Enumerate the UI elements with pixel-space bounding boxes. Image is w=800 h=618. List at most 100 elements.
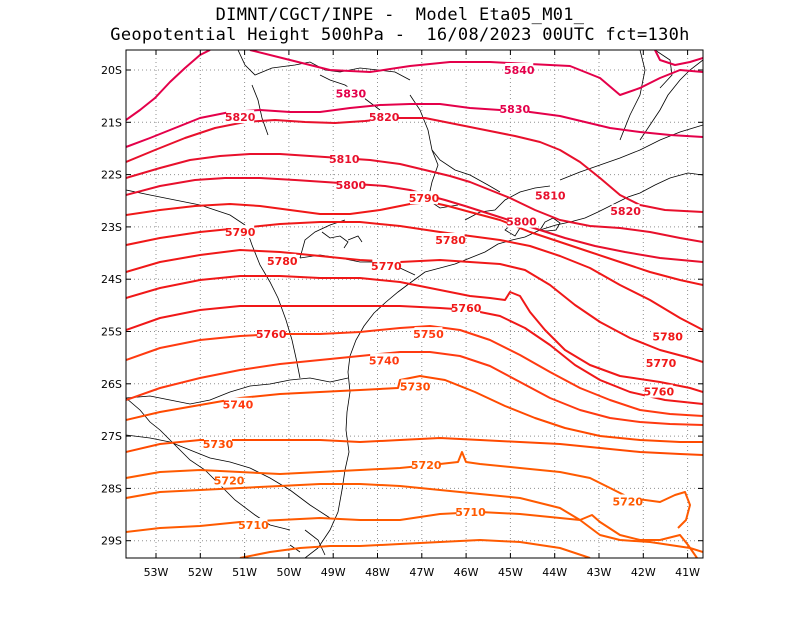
lon-label: 51W xyxy=(232,566,257,579)
contour-label-bg xyxy=(226,110,255,124)
contour-label-bg xyxy=(647,355,676,369)
contour-line xyxy=(126,275,703,393)
contour-label: 5800 xyxy=(506,216,537,229)
contour-label: 5740 xyxy=(223,399,254,412)
coast-border-line xyxy=(654,50,673,89)
contour-label: 5760 xyxy=(256,328,287,341)
coast-border-line xyxy=(126,434,331,519)
lat-label: 26S xyxy=(101,378,122,391)
contour-label-bg xyxy=(223,397,252,411)
lon-label: 53W xyxy=(144,566,169,579)
contour-label-bg xyxy=(268,253,297,267)
contour-line xyxy=(239,539,591,558)
contour-label-bg xyxy=(410,191,439,205)
contour-label: 5790 xyxy=(225,226,256,239)
contour-label-bg xyxy=(372,259,401,273)
contour-label-bg xyxy=(644,384,673,398)
coast-border-line xyxy=(126,397,291,531)
contour-label: 5820 xyxy=(225,111,256,124)
contour-label: 5720 xyxy=(411,459,442,472)
contour-label: 5720 xyxy=(214,475,245,488)
contour-label-bg xyxy=(611,204,640,218)
lon-label: 45W xyxy=(498,566,523,579)
lat-label: 20S xyxy=(101,64,122,77)
contour-label: 5730 xyxy=(203,438,234,451)
contour-line xyxy=(126,351,703,426)
contour-label-bg xyxy=(412,457,441,471)
coast-border-line xyxy=(427,149,459,209)
contour-label-bg xyxy=(500,102,529,116)
plot-area xyxy=(126,50,703,558)
lat-lon-grid xyxy=(126,50,703,558)
contour-label-bg xyxy=(257,327,286,341)
contour-label-bg xyxy=(239,518,268,532)
contour-label: 5780 xyxy=(435,234,466,247)
contour-label-bg xyxy=(414,327,443,341)
contour-label-bg xyxy=(507,214,536,228)
lat-label: 28S xyxy=(101,482,122,495)
lat-label: 22S xyxy=(101,169,122,182)
lon-label: 52W xyxy=(188,566,213,579)
contour-label: 5740 xyxy=(369,354,400,367)
contour-label-bg xyxy=(370,353,399,367)
map-title-line1: DIMNT/CGCT/INPE - Model Eta05_M01_ xyxy=(215,5,585,25)
lon-label: 50W xyxy=(276,566,301,579)
coast-border-line xyxy=(409,94,501,193)
lat-label: 23S xyxy=(101,221,122,234)
contour-label-bg xyxy=(436,232,465,246)
contour-line xyxy=(126,117,703,213)
contour-label-bg xyxy=(330,151,359,165)
contour-line xyxy=(126,451,691,529)
contour-label-bg xyxy=(336,178,365,192)
contour-line xyxy=(126,483,703,553)
lon-label: 47W xyxy=(409,566,434,579)
contour-label: 5810 xyxy=(329,153,360,166)
contour-label: 5710 xyxy=(238,519,269,532)
coast-border-line xyxy=(319,74,381,111)
contour-label-bg xyxy=(505,63,534,76)
contour-label-bg xyxy=(452,300,481,314)
contour-label-bg xyxy=(536,188,565,202)
contour-label-bg xyxy=(204,436,233,450)
contour-label-bg xyxy=(456,504,485,518)
contour-line xyxy=(126,153,703,243)
contour-label-bg xyxy=(653,329,682,343)
contour-label: 5800 xyxy=(336,179,367,192)
lon-label: 49W xyxy=(321,566,346,579)
contour-label-bg xyxy=(401,379,430,393)
lat-label: 25S xyxy=(101,326,122,339)
contour-label: 5820 xyxy=(610,205,641,218)
lat-label: 21S xyxy=(101,116,122,129)
contour-line xyxy=(126,103,703,148)
contour-label-bg xyxy=(215,473,244,487)
axis-ticks: 53W 52W 51W 50W 49W 48W 47W 46W 45W 44W 43W 42W 41W 2… xyxy=(101,50,703,579)
coast-border-line xyxy=(126,377,349,405)
coast-border-line xyxy=(299,219,346,259)
lon-label: 43W xyxy=(587,566,612,579)
lat-label: 29S xyxy=(101,535,122,548)
coast-border-line xyxy=(304,529,326,556)
lon-label: 48W xyxy=(365,566,390,579)
coast-border-line xyxy=(304,172,703,558)
contour-label: 5770 xyxy=(646,357,677,370)
coast-border-line xyxy=(464,185,551,221)
contour-label: 5720 xyxy=(612,495,643,508)
contour-label: 5760 xyxy=(451,302,482,315)
contour-label: 5790 xyxy=(409,192,440,205)
lon-label: 42W xyxy=(631,566,656,579)
lat-label: 24S xyxy=(101,273,122,286)
contour-label: 5780 xyxy=(652,331,683,344)
contour-label: 5830 xyxy=(336,88,367,101)
lon-label: 41W xyxy=(675,566,700,579)
coast-border-line xyxy=(539,217,561,232)
coast-border-line xyxy=(619,50,646,141)
coast-border-line xyxy=(321,231,349,249)
coast-border-line xyxy=(347,235,363,243)
contour-line xyxy=(654,50,703,66)
contour-label: 5810 xyxy=(535,190,566,203)
contour-line xyxy=(126,249,703,363)
lat-label: 27S xyxy=(101,430,122,443)
contour-label-bg xyxy=(370,110,399,124)
